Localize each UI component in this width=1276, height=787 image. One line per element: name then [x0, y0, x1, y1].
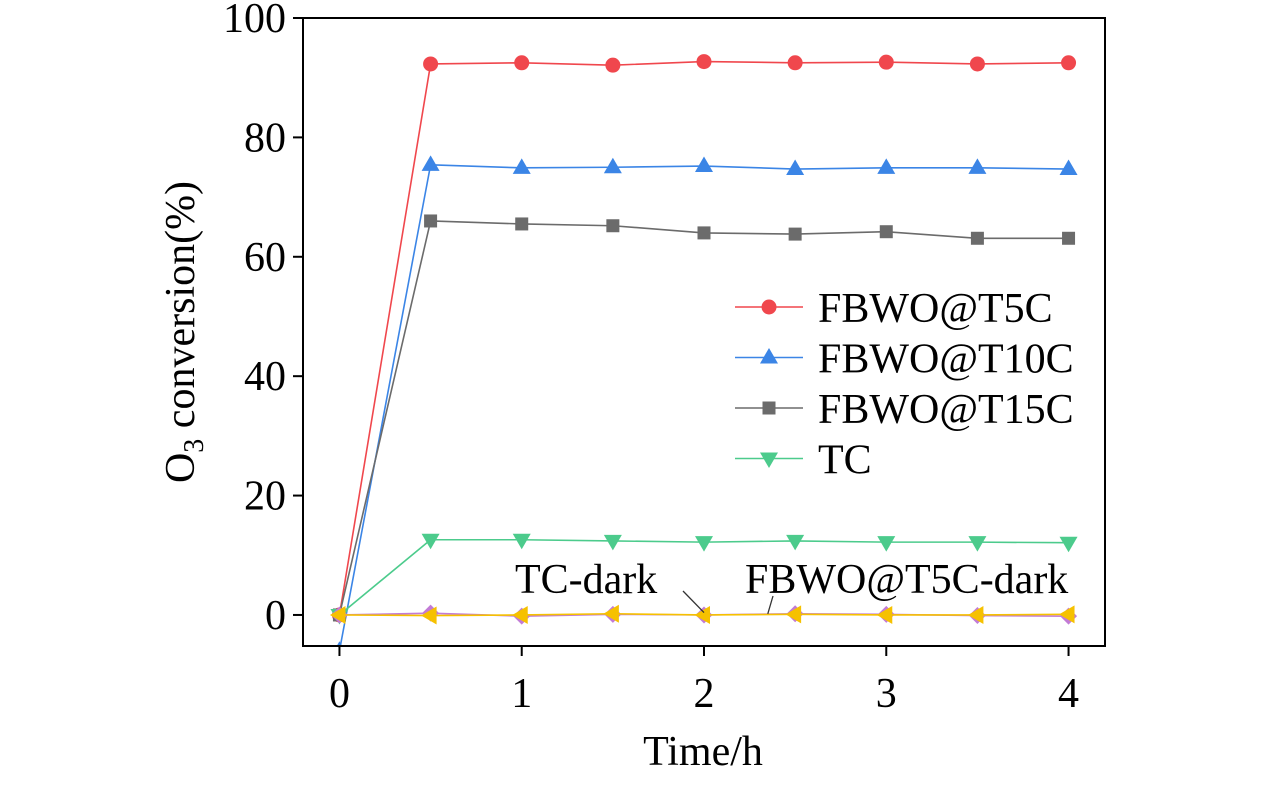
data-point — [878, 54, 894, 70]
x-tick-label: 2 — [694, 671, 715, 717]
annotation-label: TC-dark — [515, 557, 657, 603]
data-point — [512, 605, 528, 624]
y-axis: 0 20 40 60 80 100 — [223, 0, 303, 639]
annotation-label: FBWO@T5C-dark — [745, 557, 1068, 603]
data-point — [514, 55, 530, 71]
data-point — [421, 606, 437, 625]
data-point — [606, 219, 620, 233]
data-point — [605, 57, 621, 73]
data-point — [512, 533, 531, 550]
x-axis: 0 1 2 3 4 — [329, 646, 1079, 717]
y-axis-label-base: O — [158, 453, 204, 483]
data-point — [877, 536, 896, 552]
legend-entry-fbwo-t5c: FBWO@T5C — [735, 286, 1053, 332]
data-point — [603, 157, 622, 174]
data-point — [421, 155, 440, 171]
series-layer — [329, 54, 1078, 646]
data-point — [329, 605, 346, 624]
data-point — [515, 217, 529, 231]
x-tick-label: 3 — [876, 671, 897, 717]
y-tick-label: 80 — [244, 115, 286, 161]
data-point — [876, 605, 893, 624]
data-point — [968, 536, 987, 552]
legend-label: FBWO@T5C — [818, 286, 1053, 332]
data-point — [603, 604, 619, 623]
y-axis-label: O3 conversion(%) — [158, 181, 210, 483]
data-point — [421, 533, 440, 550]
data-point — [970, 231, 984, 245]
data-point — [968, 158, 987, 174]
y-tick-label: 60 — [244, 235, 286, 281]
x-axis-label: Time/h — [643, 729, 763, 775]
data-point — [1059, 536, 1078, 553]
annotation-leader-line — [767, 595, 774, 614]
x-tick-label: 4 — [1058, 671, 1079, 717]
data-point — [695, 156, 713, 173]
legend-label: FBWO@T10C — [818, 337, 1074, 383]
data-point — [877, 158, 896, 174]
data-point — [787, 55, 803, 71]
legend-entry-tc: TC — [735, 438, 872, 484]
legend-entry-fbwo-t10c: FBWO@T10C — [735, 337, 1074, 383]
data-point — [785, 605, 802, 624]
data-point — [512, 158, 531, 174]
data-point — [696, 54, 712, 70]
legend-marker — [760, 348, 778, 364]
data-point — [788, 227, 802, 241]
y-tick-label: 40 — [244, 354, 286, 400]
annotation-leader-line — [682, 590, 705, 614]
data-point — [969, 56, 985, 72]
annotations: TC-dark FBWO@T5C-dark — [515, 557, 1068, 614]
series-fbwo-t5c-dark — [329, 604, 1075, 625]
y-axis-label-subscript: 3 — [179, 439, 210, 453]
data-point — [786, 159, 805, 176]
annotation: TC-dark — [515, 557, 705, 614]
legend-marker — [760, 452, 778, 468]
y-tick-label: 20 — [244, 474, 286, 520]
x-tick-label: 1 — [511, 671, 532, 717]
legend-label: FBWO@T15C — [818, 387, 1074, 433]
legend-label: TC — [818, 438, 872, 484]
y-tick-label: 0 — [265, 593, 286, 639]
series-fbwo-t10c — [336, 155, 1078, 646]
legend-marker — [761, 299, 777, 315]
data-point — [336, 641, 343, 646]
data-point — [1059, 605, 1075, 624]
legend-marker — [762, 401, 776, 415]
y-axis-label-rest: conversion(%) — [158, 181, 204, 439]
data-point — [424, 214, 438, 228]
data-point — [423, 56, 439, 72]
annotation: FBWO@T5C-dark — [745, 557, 1068, 614]
data-point — [694, 605, 710, 624]
data-point — [603, 534, 622, 551]
x-tick-label: 0 — [329, 671, 350, 717]
data-point — [695, 536, 713, 552]
legend-entry-fbwo-t15c: FBWO@T15C — [735, 387, 1074, 433]
y-tick-label: 100 — [223, 0, 286, 42]
data-point — [1061, 55, 1077, 71]
data-point — [879, 225, 893, 239]
data-point — [697, 226, 711, 240]
data-point — [967, 605, 984, 624]
data-point — [786, 534, 805, 551]
data-point — [1059, 159, 1078, 176]
data-point — [1062, 231, 1076, 245]
